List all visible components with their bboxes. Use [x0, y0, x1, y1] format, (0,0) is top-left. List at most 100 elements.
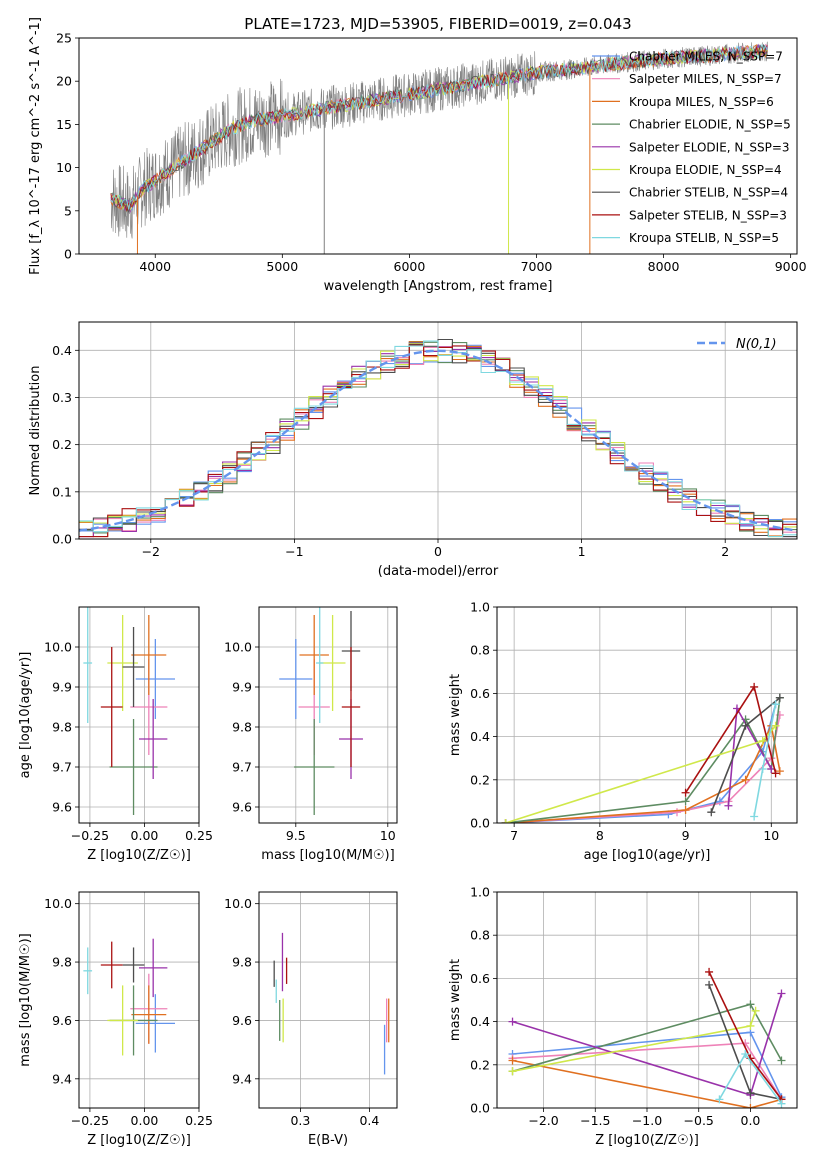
x-tick-label: 0.25 [185, 1113, 213, 1128]
residuals-panel: −2 −1 0 1 2 0.0 0.1 0.2 0.3 0.4 (data-model)/error… [28, 321, 798, 579]
figure-title: PLATE=1723, MJD=53905, FIBERID=0019, z=0… [244, 15, 631, 33]
y-tick-label: 0.4 [52, 343, 72, 358]
y-tick-label: 0.0 [470, 816, 490, 831]
y-tick-label: 9.8 [232, 955, 252, 970]
mass_z-plot-area [83, 938, 175, 1056]
x-axis-label: mass [log10(M/M☉)] [261, 848, 394, 863]
mass-weight-point [746, 1000, 755, 1009]
y-tick-label: 9.6 [232, 800, 252, 815]
y-tick-label: 9.8 [52, 955, 72, 970]
y-tick-label: 9.4 [232, 1071, 252, 1086]
x-tick-label: −0.25 [71, 1113, 109, 1128]
mass-weight-point [775, 767, 784, 776]
x-axis-label: age [log10(age/yr)] [584, 848, 711, 863]
y-tick-label: 0.6 [470, 971, 490, 986]
x-tick-label: 9.5 [286, 828, 306, 843]
mass-weight-line [512, 1059, 782, 1108]
x-axis-label: (data-model)/error [378, 564, 499, 579]
axes-frame [78, 891, 200, 1109]
y-tick-label: 9.4 [52, 1071, 72, 1086]
x-tick-label: 0.00 [131, 1113, 159, 1128]
y-tick-label: 9.6 [52, 1013, 72, 1028]
x-axis-label: wavelength [Angstrom, rest frame] [324, 279, 553, 294]
residuals-plot-area [79, 338, 797, 538]
y-tick-label: 10.0 [224, 896, 252, 911]
legend-entry: Kroupa MILES, N_SSP=6 [629, 95, 774, 109]
weight_z-panel: −2.0 −1.5 −1.0 −0.5 0.0 0.0 0.2 0.4 0.6 0.8 1.0 Z [… [448, 885, 798, 1148]
mass-weight-point [751, 1006, 760, 1015]
spectrum-legend: Chabrier MILES, N_SSP=7 Salpeter MILES, N… [592, 50, 791, 245]
y-tick-label: 5 [64, 203, 72, 218]
legend-entry: Kroupa ELODIE, N_SSP=4 [629, 163, 782, 177]
legend-entry: N(0,1) [736, 337, 777, 352]
mass-weight-point [746, 1021, 755, 1030]
mass-weight-point [715, 797, 724, 806]
mass-weight-point [681, 788, 690, 797]
mass-weight-point [673, 808, 681, 817]
mass_ebv-panel: 0.3 0.4 9.4 9.6 9.8 10.0 E(B-V) [224, 891, 398, 1148]
mass-weight-line [512, 1010, 757, 1073]
mass-weight-point [705, 980, 714, 989]
mass-weight-point [681, 797, 690, 806]
y-tick-label: 25 [56, 31, 72, 46]
y-tick-label: 0.4 [470, 1014, 490, 1029]
model-spectrum-line [110, 43, 768, 213]
y-tick-label: 0.0 [52, 532, 72, 547]
y-tick-label: 1.0 [470, 600, 490, 615]
axes-frame [78, 606, 200, 824]
y-tick-label: 0.2 [470, 772, 490, 787]
mass-weight-point [681, 806, 690, 815]
x-tick-label: 7000 [521, 259, 553, 274]
y-tick-label: 0.2 [470, 1057, 490, 1072]
x-tick-label: 5000 [266, 259, 298, 274]
y-tick-label: 9.6 [52, 800, 72, 815]
y-axis-label: Flux [f_λ 10^-17 erg cm^-2 s^-1 A^-1] [28, 17, 43, 275]
y-tick-label: 9.6 [232, 1013, 252, 1028]
mass-weight-point [746, 1088, 755, 1097]
x-axis-label: E(B-V) [308, 1133, 348, 1148]
y-tick-label: 0.1 [52, 484, 72, 499]
y-tick-label: 9.7 [52, 760, 72, 775]
mass-weight-point [508, 1017, 517, 1026]
y-tick-label: 0.8 [470, 643, 490, 658]
age_mass-panel: 9.5 10 9.6 9.7 9.8 9.9 10.0 mass [log10(M/M☉)] [224, 606, 398, 863]
y-axis-label: mass weight [448, 674, 463, 756]
x-tick-label: 2 [721, 544, 729, 559]
x-tick-label: 10 [763, 828, 779, 843]
age_z-panel: −0.25 0.00 0.25 9.6 9.7 9.8 9.9 10.0 Z [log10(Z/… [18, 606, 213, 863]
y-tick-label: 9.8 [52, 720, 72, 735]
legend-entry: Salpeter MILES, N_SSP=7 [629, 72, 782, 86]
x-tick-label: −1.5 [580, 1113, 610, 1128]
mass-weight-point [715, 1095, 724, 1104]
y-tick-label: 0.8 [470, 928, 490, 943]
axes-frame [78, 37, 798, 255]
x-tick-label: −2 [142, 544, 160, 559]
y-tick-label: 9.8 [232, 720, 252, 735]
y-tick-label: 9.7 [232, 760, 252, 775]
gaussian-curve [79, 349, 797, 532]
y-tick-label: 0.4 [470, 729, 490, 744]
mass-weight-line [710, 697, 781, 813]
mass-weight-point [724, 801, 733, 810]
mass-weight-point [771, 721, 780, 730]
weight_z-plot-area [508, 967, 786, 1108]
legend-entry: Chabrier STELIB, N_SSP=4 [629, 186, 788, 200]
y-tick-label: 9.9 [52, 680, 72, 695]
y-tick-label: 10.0 [224, 640, 252, 655]
model-spectrum-line [110, 45, 768, 213]
x-tick-label: 8000 [648, 259, 680, 274]
x-tick-label: 9 [682, 828, 690, 843]
y-tick-label: 10.0 [44, 640, 72, 655]
mass-weight-line [505, 697, 781, 823]
axes-frame [258, 606, 398, 824]
mass-weight-point [777, 1099, 786, 1108]
x-tick-label: −0.25 [71, 828, 109, 843]
y-axis-label: mass weight [448, 959, 463, 1041]
x-tick-label: 9000 [775, 259, 807, 274]
mass-weight-point [501, 819, 510, 823]
mass_z-panel: −0.25 0.00 0.25 9.4 9.6 9.8 10.0 Z [log10(Z/Z☉)… [18, 891, 213, 1148]
axes-frame [78, 321, 798, 540]
y-tick-label: 10 [56, 160, 72, 175]
axes-frame [496, 891, 798, 1109]
